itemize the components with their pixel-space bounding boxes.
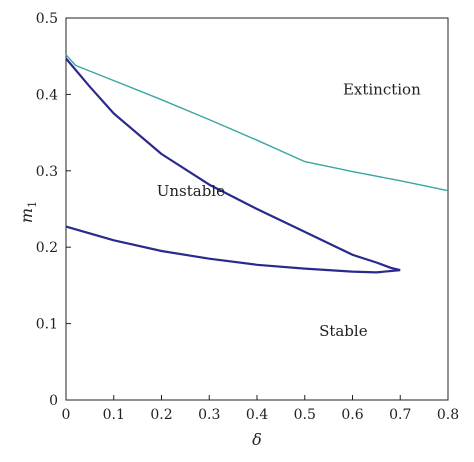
region-label-extinction: Extinction (343, 80, 421, 98)
y-tick-label: 0.1 (36, 317, 58, 333)
y-tick-label: 0.4 (36, 87, 58, 103)
x-tick-label: 0.5 (294, 407, 316, 423)
annotation-layer: Extinction Unstable Stable (157, 80, 421, 339)
series-line-stability-boundary-upper (65, 57, 401, 272)
x-axis-label: δ (252, 430, 262, 449)
x-tick-label: 0.3 (198, 407, 220, 423)
y-axis-label: m1 (17, 201, 39, 223)
y-axis-label-main: m (17, 208, 36, 223)
x-tick-label: 0.2 (150, 407, 172, 423)
x-tick-label: 0.4 (246, 407, 268, 423)
ticks-layer: 0 0.1 0.2 0.3 0.4 0.5 0.6 0.7 0.8 0 0.1 0.2 0.3 0.4 0.… (36, 11, 459, 423)
region-label-unstable: Unstable (157, 182, 225, 200)
y-axis-label-sub: 1 (26, 201, 39, 208)
region-label-stable: Stable (319, 322, 368, 340)
y-tick-label: 0.2 (36, 240, 58, 256)
svg-text:m1: m1 (17, 201, 39, 223)
y-tick-label: 0 (49, 393, 58, 409)
series-line-extinction-boundary (65, 54, 449, 192)
x-tick-label: 0.8 (437, 407, 459, 423)
series-line-stability-boundary-lower (65, 225, 401, 274)
x-tick-label: 0.6 (341, 407, 363, 423)
x-tick-label: 0.7 (389, 407, 411, 423)
series-layer (65, 54, 449, 274)
x-tick-label: 0.1 (103, 407, 125, 423)
y-tick-label: 0.5 (36, 11, 58, 27)
y-tick-label: 0.3 (36, 164, 58, 180)
x-tick-label: 0 (62, 407, 71, 423)
